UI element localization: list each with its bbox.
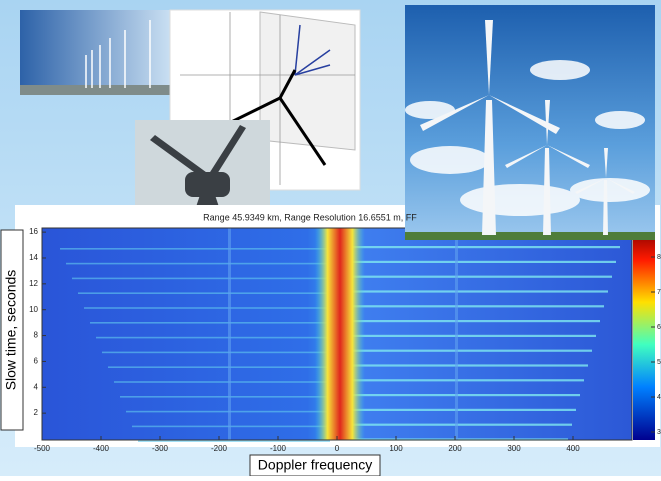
echo-streak [350, 320, 600, 323]
x-tick-label: 400 [566, 444, 580, 453]
y-tick-label: 14 [29, 253, 38, 262]
x-axis-label: Doppler frequency [258, 457, 372, 473]
colorbar-tick-label: 6 [657, 324, 661, 331]
x-axis-label-box: Doppler frequency [249, 454, 381, 477]
colorbar [633, 228, 655, 440]
y-axis-label: Slow time, seconds [3, 270, 19, 391]
echo-streak [350, 408, 576, 411]
colorbar-tick-label: 7 [657, 289, 661, 296]
doppler-line [455, 228, 458, 440]
echo-streak [108, 366, 330, 368]
y-tick-label: 2 [34, 408, 39, 417]
x-tick-label: 300 [507, 444, 521, 453]
echo-streak [350, 349, 592, 352]
echo-streak [138, 440, 330, 442]
echo-streak [84, 307, 330, 309]
echo-streak [114, 381, 330, 383]
x-tick-label: -100 [270, 444, 287, 453]
echo-streak [350, 334, 596, 337]
colorbar-tick-label: 5 [657, 359, 661, 366]
turbine-row-photo [20, 10, 170, 95]
spectrogram-panel [15, 205, 660, 447]
colorbar-tick-label: 3 [657, 429, 661, 436]
x-tick-label: -300 [152, 444, 169, 453]
echo-streak [350, 275, 612, 278]
x-tick-label: -400 [93, 444, 110, 453]
doppler-line [228, 228, 231, 440]
x-tick-label: 0 [335, 444, 340, 453]
echo-streak [60, 248, 330, 250]
y-tick-label: 6 [34, 357, 39, 366]
x-tick-label: -200 [211, 444, 228, 453]
echo-streak [102, 351, 330, 354]
echo-streak [350, 260, 616, 263]
colorbar-tick-label: 4 [657, 394, 661, 401]
echo-streak [90, 322, 330, 324]
x-tick-label: -500 [34, 444, 51, 453]
y-tick-label: 16 [29, 227, 38, 236]
x-tick-label: 100 [389, 444, 403, 453]
echo-streak [96, 336, 330, 339]
y-tick-label: 4 [34, 382, 39, 391]
echo-streak [350, 246, 620, 249]
y-axis-label-box: Slow time, seconds [0, 229, 24, 431]
wind-farm-photo [405, 5, 655, 240]
y-tick-label: 12 [29, 279, 38, 288]
echo-streak [78, 292, 330, 294]
x-tick-label: 200 [448, 444, 462, 453]
echo-streak [350, 394, 580, 397]
echo-streak [350, 423, 572, 426]
y-tick-label: 8 [34, 331, 39, 340]
echo-streak [72, 277, 330, 280]
doppler-core [315, 228, 365, 440]
y-tick-label: 10 [29, 305, 38, 314]
echo-streak [66, 262, 330, 265]
echo-streak [350, 364, 588, 367]
spectrogram-title: Range 45.9349 km, Range Resolution 16.65… [203, 212, 417, 222]
turbine-closeup-photo [135, 120, 270, 210]
echo-streak [350, 290, 608, 293]
echo-streak [350, 379, 584, 382]
echo-streak [120, 396, 330, 398]
colorbar-tick-label: 8 [657, 254, 661, 261]
echo-streak [350, 305, 604, 308]
spectrogram [41, 227, 633, 442]
